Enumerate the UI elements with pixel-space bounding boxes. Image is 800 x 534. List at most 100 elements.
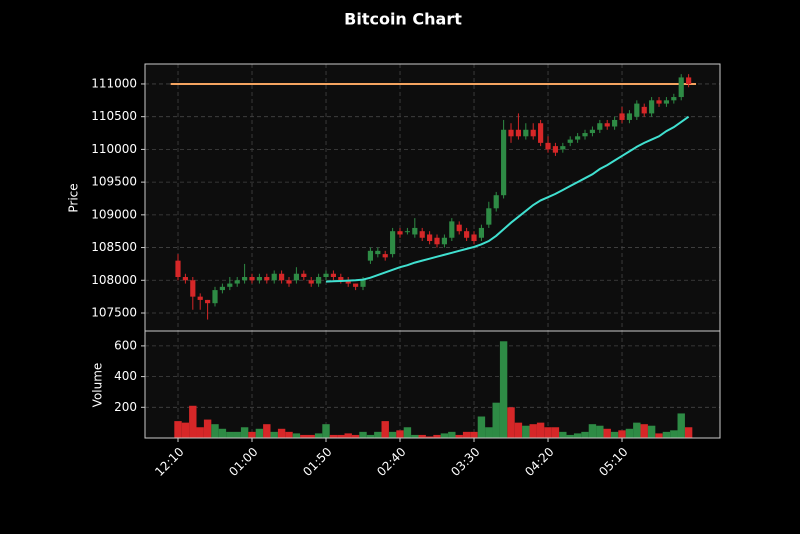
candle-body bbox=[686, 77, 692, 84]
volume-bar bbox=[425, 436, 434, 438]
volume-bar bbox=[292, 433, 301, 438]
candle-body bbox=[419, 231, 425, 238]
volume-bar bbox=[418, 434, 426, 438]
candle-body bbox=[545, 142, 551, 150]
volume-bar bbox=[470, 431, 478, 438]
candle-body bbox=[182, 277, 188, 281]
y-tick-label: 110000 bbox=[91, 142, 137, 156]
volume-bar bbox=[662, 431, 671, 438]
volume-bar bbox=[240, 427, 249, 438]
candle-body bbox=[663, 100, 670, 104]
volume-bar bbox=[329, 434, 338, 438]
candle-body bbox=[449, 221, 455, 238]
candle-body bbox=[530, 129, 536, 137]
candle-body bbox=[375, 250, 381, 255]
volume-bar bbox=[462, 431, 471, 438]
candle-body bbox=[412, 227, 418, 235]
volume-bar bbox=[684, 427, 693, 438]
candle-body bbox=[293, 273, 299, 281]
volume-bar bbox=[559, 431, 567, 438]
volume-tick-label: 200 bbox=[114, 400, 137, 414]
candle-body bbox=[249, 277, 255, 281]
volume-tick-label: 600 bbox=[114, 338, 137, 352]
candle-body bbox=[323, 273, 329, 278]
volume-bar bbox=[189, 405, 197, 438]
volume-panel bbox=[145, 331, 720, 438]
volume-bar bbox=[381, 421, 389, 438]
volume-bar bbox=[411, 434, 419, 438]
y-tick-label: 109500 bbox=[91, 175, 137, 189]
candle-body bbox=[589, 129, 596, 134]
candle-body bbox=[190, 280, 196, 297]
volume-bar bbox=[603, 428, 611, 438]
volume-bar bbox=[359, 431, 367, 438]
candle-body bbox=[227, 283, 233, 287]
volume-bar bbox=[573, 433, 582, 438]
volume-bar bbox=[536, 422, 545, 438]
volume-bar bbox=[507, 407, 515, 438]
volume-bar bbox=[374, 431, 382, 438]
volume-bar bbox=[277, 428, 286, 438]
candle-body bbox=[360, 280, 366, 287]
volume-bar bbox=[226, 431, 234, 438]
candle-body bbox=[678, 77, 684, 98]
candle-body bbox=[264, 277, 270, 281]
y-tick-label: 110500 bbox=[91, 109, 137, 123]
volume-bar bbox=[433, 434, 441, 438]
candle-body bbox=[486, 208, 492, 225]
volume-axis-label: Volume bbox=[91, 363, 105, 408]
candle-body bbox=[493, 195, 499, 209]
volume-bar bbox=[344, 433, 352, 438]
candle-body bbox=[175, 260, 181, 278]
volume-bar bbox=[218, 428, 227, 438]
y-tick-label: 111000 bbox=[91, 76, 137, 90]
candle-body bbox=[427, 234, 433, 242]
volume-bar bbox=[633, 422, 641, 438]
volume-bar bbox=[566, 434, 574, 438]
volume-bar bbox=[485, 427, 493, 438]
candle-body bbox=[397, 231, 403, 235]
candle-body bbox=[501, 129, 507, 196]
volume-bar bbox=[233, 431, 241, 438]
volume-bar bbox=[248, 431, 256, 438]
candle-body bbox=[538, 123, 544, 143]
y-tick-label: 108500 bbox=[91, 240, 137, 254]
y-tick-label: 108000 bbox=[91, 273, 137, 287]
candle-body bbox=[656, 100, 662, 104]
y-axis-label: Price bbox=[67, 183, 81, 212]
volume-bar bbox=[581, 431, 589, 438]
volume-bar bbox=[196, 427, 204, 438]
candle-body bbox=[612, 119, 618, 127]
volume-bar bbox=[640, 424, 648, 438]
volume-bar bbox=[455, 434, 463, 438]
volume-bar bbox=[655, 433, 663, 438]
volume-bar bbox=[322, 424, 330, 438]
volume-bar bbox=[551, 427, 560, 438]
candle-body bbox=[353, 283, 359, 287]
volume-tick-label: 400 bbox=[114, 369, 137, 383]
volume-bar bbox=[477, 416, 486, 438]
volume-bar bbox=[440, 433, 449, 438]
volume-bar bbox=[647, 425, 656, 438]
candle-body bbox=[575, 136, 581, 140]
volume-bar bbox=[610, 431, 619, 438]
volume-bar bbox=[351, 434, 360, 438]
volume-bar bbox=[403, 427, 412, 438]
candle-body bbox=[286, 280, 292, 284]
volume-bar bbox=[522, 425, 530, 438]
candle-body bbox=[626, 113, 633, 120]
candle-body bbox=[515, 129, 522, 137]
candle-body bbox=[404, 231, 411, 233]
candle-body bbox=[508, 129, 514, 137]
candle-body bbox=[649, 100, 655, 114]
volume-bar bbox=[514, 422, 523, 438]
candle-body bbox=[471, 234, 477, 242]
candle-body bbox=[478, 227, 485, 238]
candle-body bbox=[367, 250, 374, 261]
volume-bar bbox=[625, 428, 634, 438]
candle-body bbox=[567, 139, 573, 143]
volume-bar bbox=[263, 424, 271, 438]
candle-body bbox=[212, 290, 218, 304]
